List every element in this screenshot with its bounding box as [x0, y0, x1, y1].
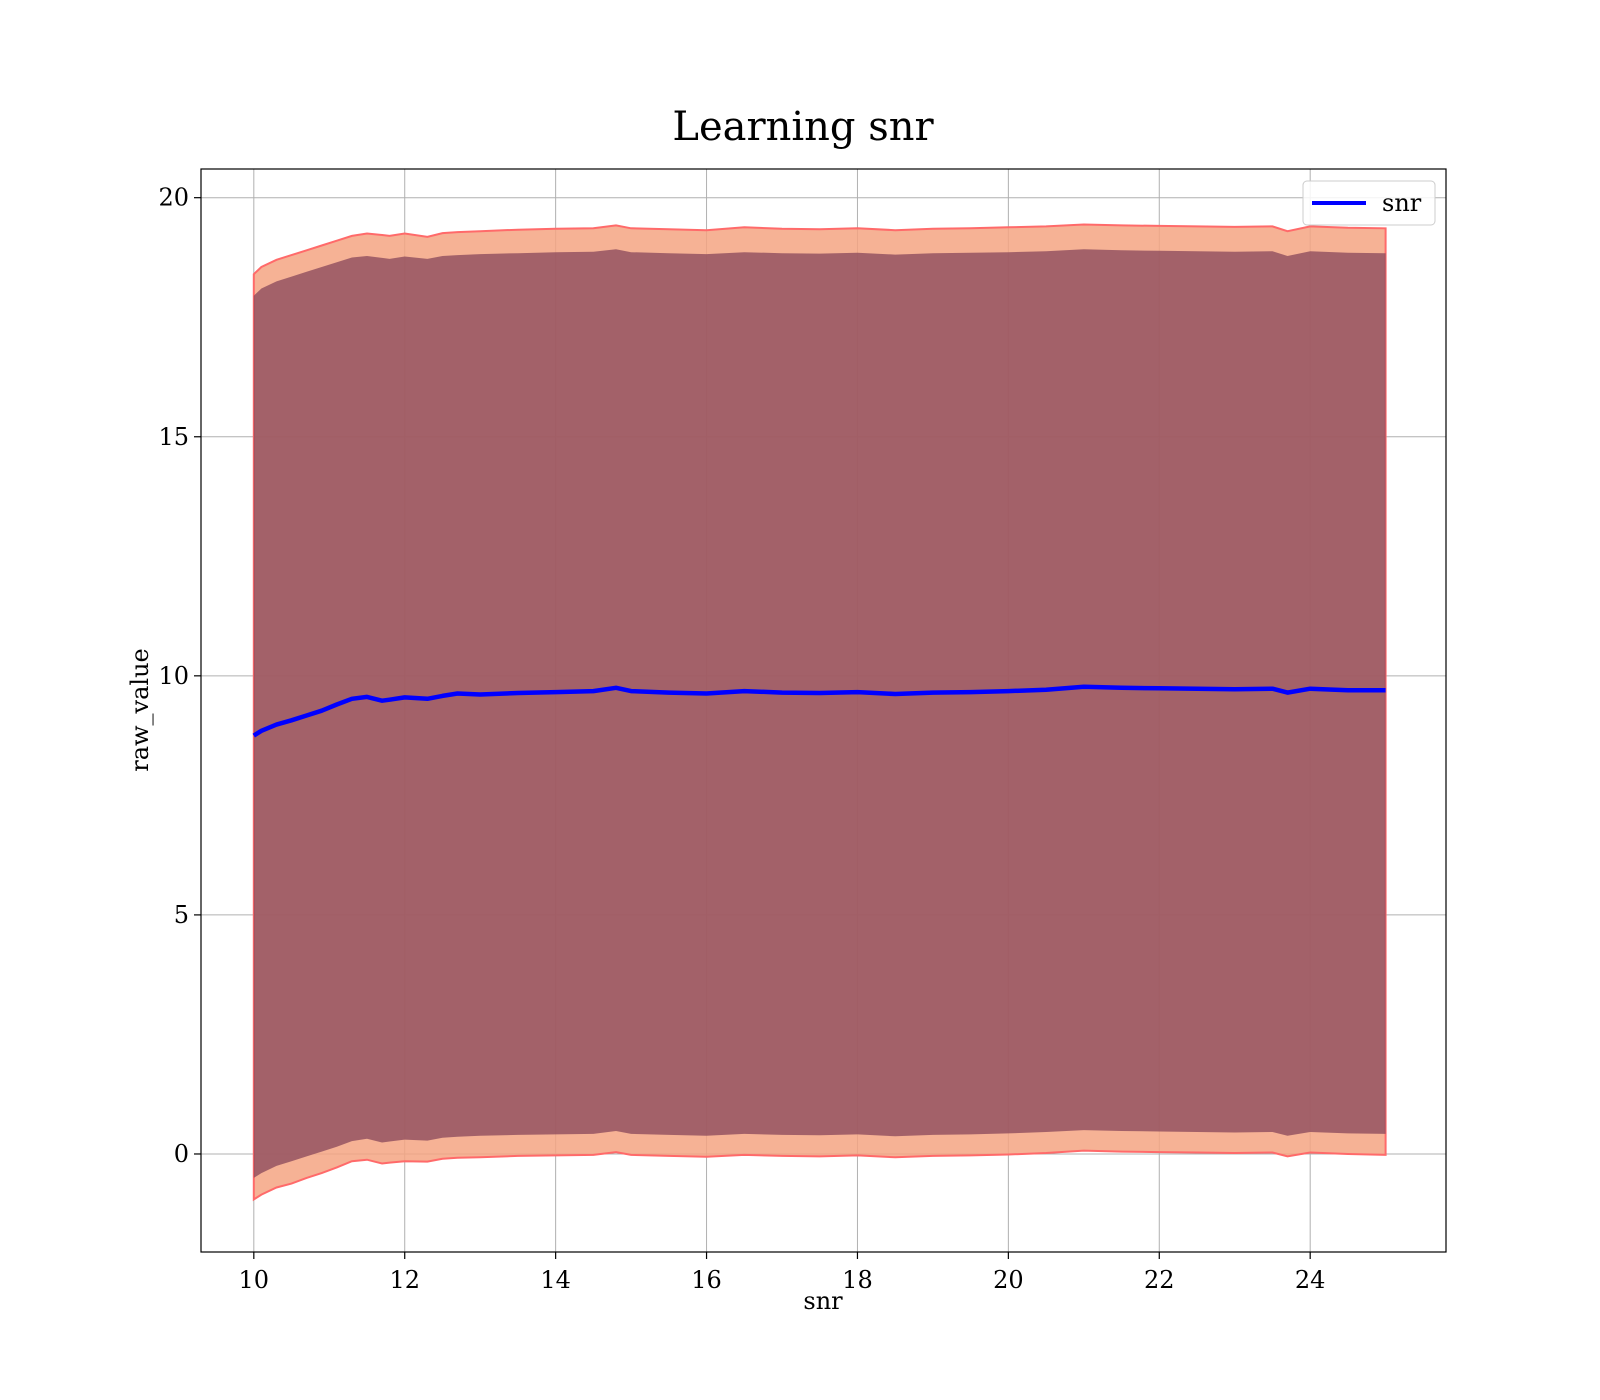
series-lines [252, 684, 1386, 738]
y-tick-label: 0 [174, 1140, 189, 1168]
x-tick-label: 22 [1144, 1266, 1175, 1294]
legend-box [1302, 180, 1436, 226]
x-tick-label: 12 [389, 1266, 420, 1294]
inner-band [253, 249, 1386, 1178]
x-tick-label: 14 [540, 1266, 571, 1294]
y-axis-label: raw_value [126, 648, 154, 772]
x-tick-label: 24 [1295, 1266, 1326, 1294]
x-tick-label: 18 [842, 1266, 873, 1294]
y-tick-label: 10 [158, 662, 189, 690]
x-axis-label: snr [803, 1287, 843, 1315]
legend: snr [1302, 180, 1436, 226]
y-tick-label: 20 [158, 184, 189, 212]
axis-ticks: 10 12 14 16 18 20 22 24 0 5 10 15 20 [158, 184, 1325, 1294]
plot-frame [200, 168, 1447, 1253]
legend-label-snr: snr [1382, 189, 1422, 217]
x-tick-label: 16 [691, 1266, 722, 1294]
y-tick-label: 5 [174, 901, 189, 929]
confidence-bands [252, 223, 1387, 1202]
x-tick-label: 20 [993, 1266, 1024, 1294]
y-tick-label: 15 [158, 423, 189, 451]
series-line-snr [252, 684, 1386, 738]
chart-title: Learning snr [672, 104, 934, 150]
x-tick-label: 10 [239, 1266, 270, 1294]
